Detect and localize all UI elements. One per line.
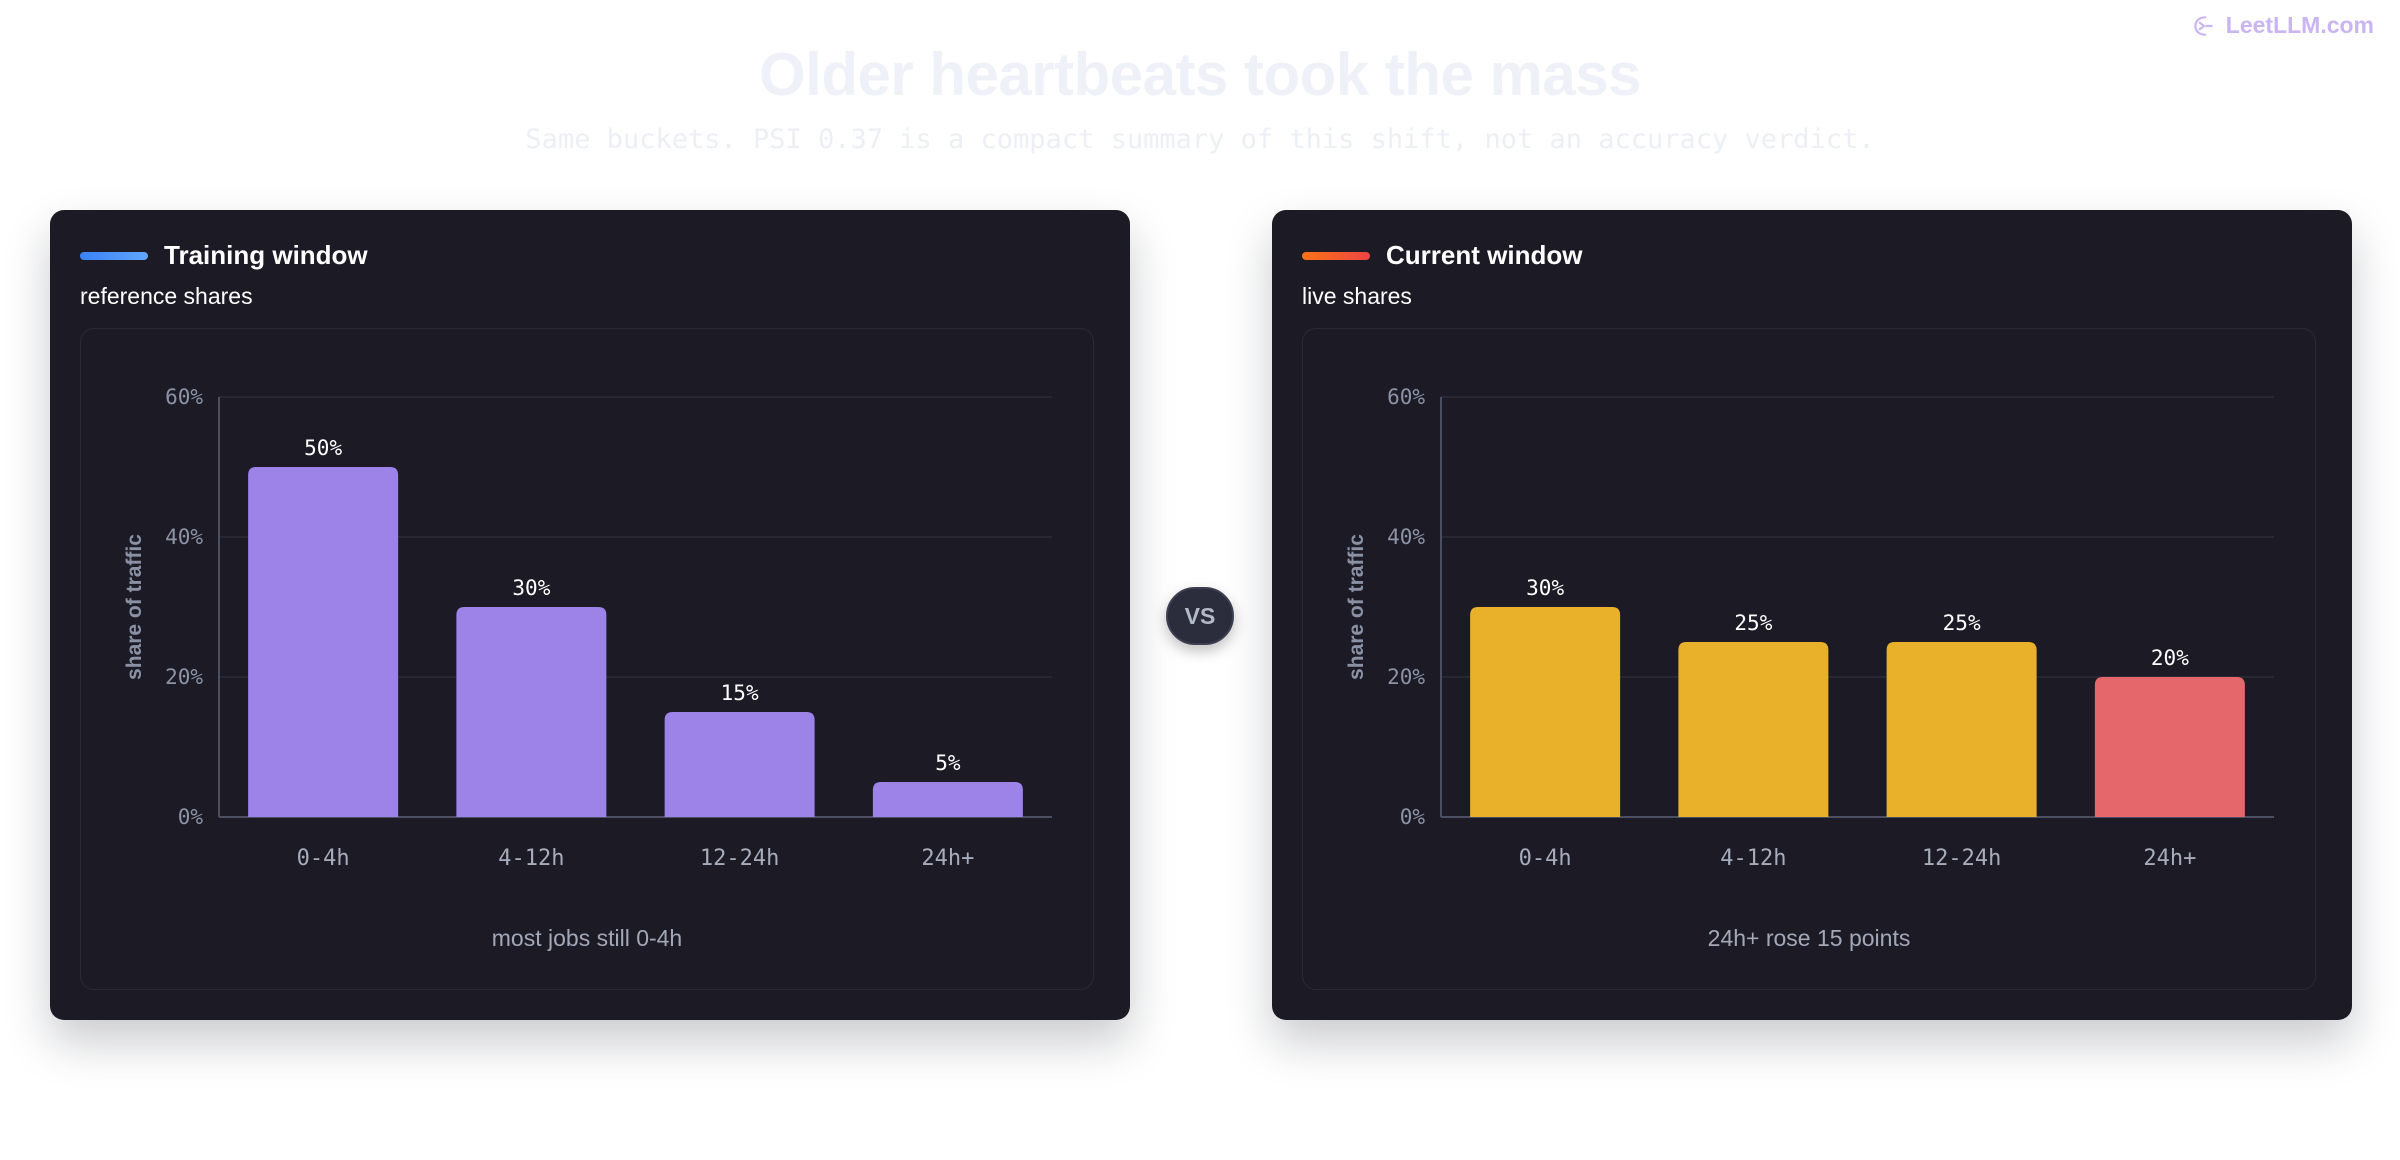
chart-note: most jobs still 0-4h [491, 925, 683, 951]
bar-24h+ [2094, 677, 2245, 817]
y-tick-label: 0% [178, 805, 204, 829]
y-tick-label: 40% [1387, 525, 1425, 549]
bar-value-label: 25% [1734, 611, 1772, 635]
brand-name: LeetLLM.com [2225, 12, 2374, 38]
chart-card: 0% 20% 40% 60% share of traffic 30% 0-4h 25% 4-1… [1302, 328, 2316, 990]
bar-value-label: 15% [721, 681, 759, 705]
y-axis-label: share of traffic [1345, 534, 1368, 680]
bar-value-label: 20% [2151, 646, 2189, 670]
panel-subtitle: live shares [1302, 283, 1412, 309]
leetllm-logo-icon [2194, 15, 2213, 36]
chart-card: 0% 20% 40% 60% share of traffic 50% 0-4h 30% 4-1… [80, 328, 1094, 990]
training-bar-chart: 0% 20% 40% 60% share of traffic 50% 0-4h 30% 4-1… [123, 385, 1052, 871]
chart-note: 24h+ rose 15 points [1707, 925, 1911, 951]
x-tick-label: 24h+ [2143, 846, 2196, 871]
brand-logo[interactable]: LeetLLM.com [2190, 12, 2374, 39]
bar-4-12h [456, 607, 607, 817]
vs-badge: VS [1166, 587, 1234, 645]
panel-header: Current window live shares [1302, 240, 1582, 310]
x-tick-label: 4-12h [1720, 846, 1786, 871]
bar-value-label: 50% [304, 436, 342, 460]
bar-value-label: 25% [1943, 611, 1981, 635]
x-tick-label: 12-24h [700, 846, 779, 871]
y-tick-label: 60% [165, 385, 203, 409]
accent-bar [80, 251, 148, 260]
bar-12-24h [1886, 642, 2037, 817]
bar-value-label: 30% [512, 576, 550, 600]
page-subtitle: Same buckets. PSI 0.37 is a compact summ… [525, 124, 1875, 155]
accent-bar [1302, 251, 1370, 260]
panel-title: Training window [164, 240, 368, 270]
bar-12-24h [664, 712, 815, 817]
training-window-panel: Training window reference shares 0% 20% 40… [50, 210, 1130, 1020]
x-tick-label: 24h+ [921, 846, 974, 871]
y-tick-label: 0% [1400, 805, 1426, 829]
bar-value-label: 5% [935, 751, 961, 775]
x-tick-label: 0-4h [1519, 846, 1572, 871]
y-axis-label: share of traffic [123, 534, 146, 680]
bar-4-12h [1678, 642, 1829, 817]
bar-24h+ [872, 782, 1023, 817]
x-tick-label: 12-24h [1922, 846, 2001, 871]
page-title: Older heartbeats took the mass [759, 41, 1641, 108]
y-tick-label: 20% [165, 665, 203, 689]
current-window-panel: Current window live shares 0% 20% 40% 60% sh… [1272, 210, 2352, 1020]
y-tick-label: 20% [1387, 665, 1425, 689]
bar-0-4h [248, 467, 399, 817]
bar-value-label: 30% [1526, 576, 1564, 600]
y-tick-label: 60% [1387, 385, 1425, 409]
y-tick-label: 40% [165, 525, 203, 549]
x-tick-label: 0-4h [297, 846, 350, 871]
panel-title: Current window [1386, 240, 1583, 270]
current-bar-chart: 0% 20% 40% 60% share of traffic 30% 0-4h 25% 4-1… [1345, 385, 2274, 871]
x-tick-label: 4-12h [498, 846, 564, 871]
panel-header: Training window reference shares [80, 240, 368, 310]
bar-0-4h [1470, 607, 1621, 817]
panel-subtitle: reference shares [80, 283, 253, 309]
